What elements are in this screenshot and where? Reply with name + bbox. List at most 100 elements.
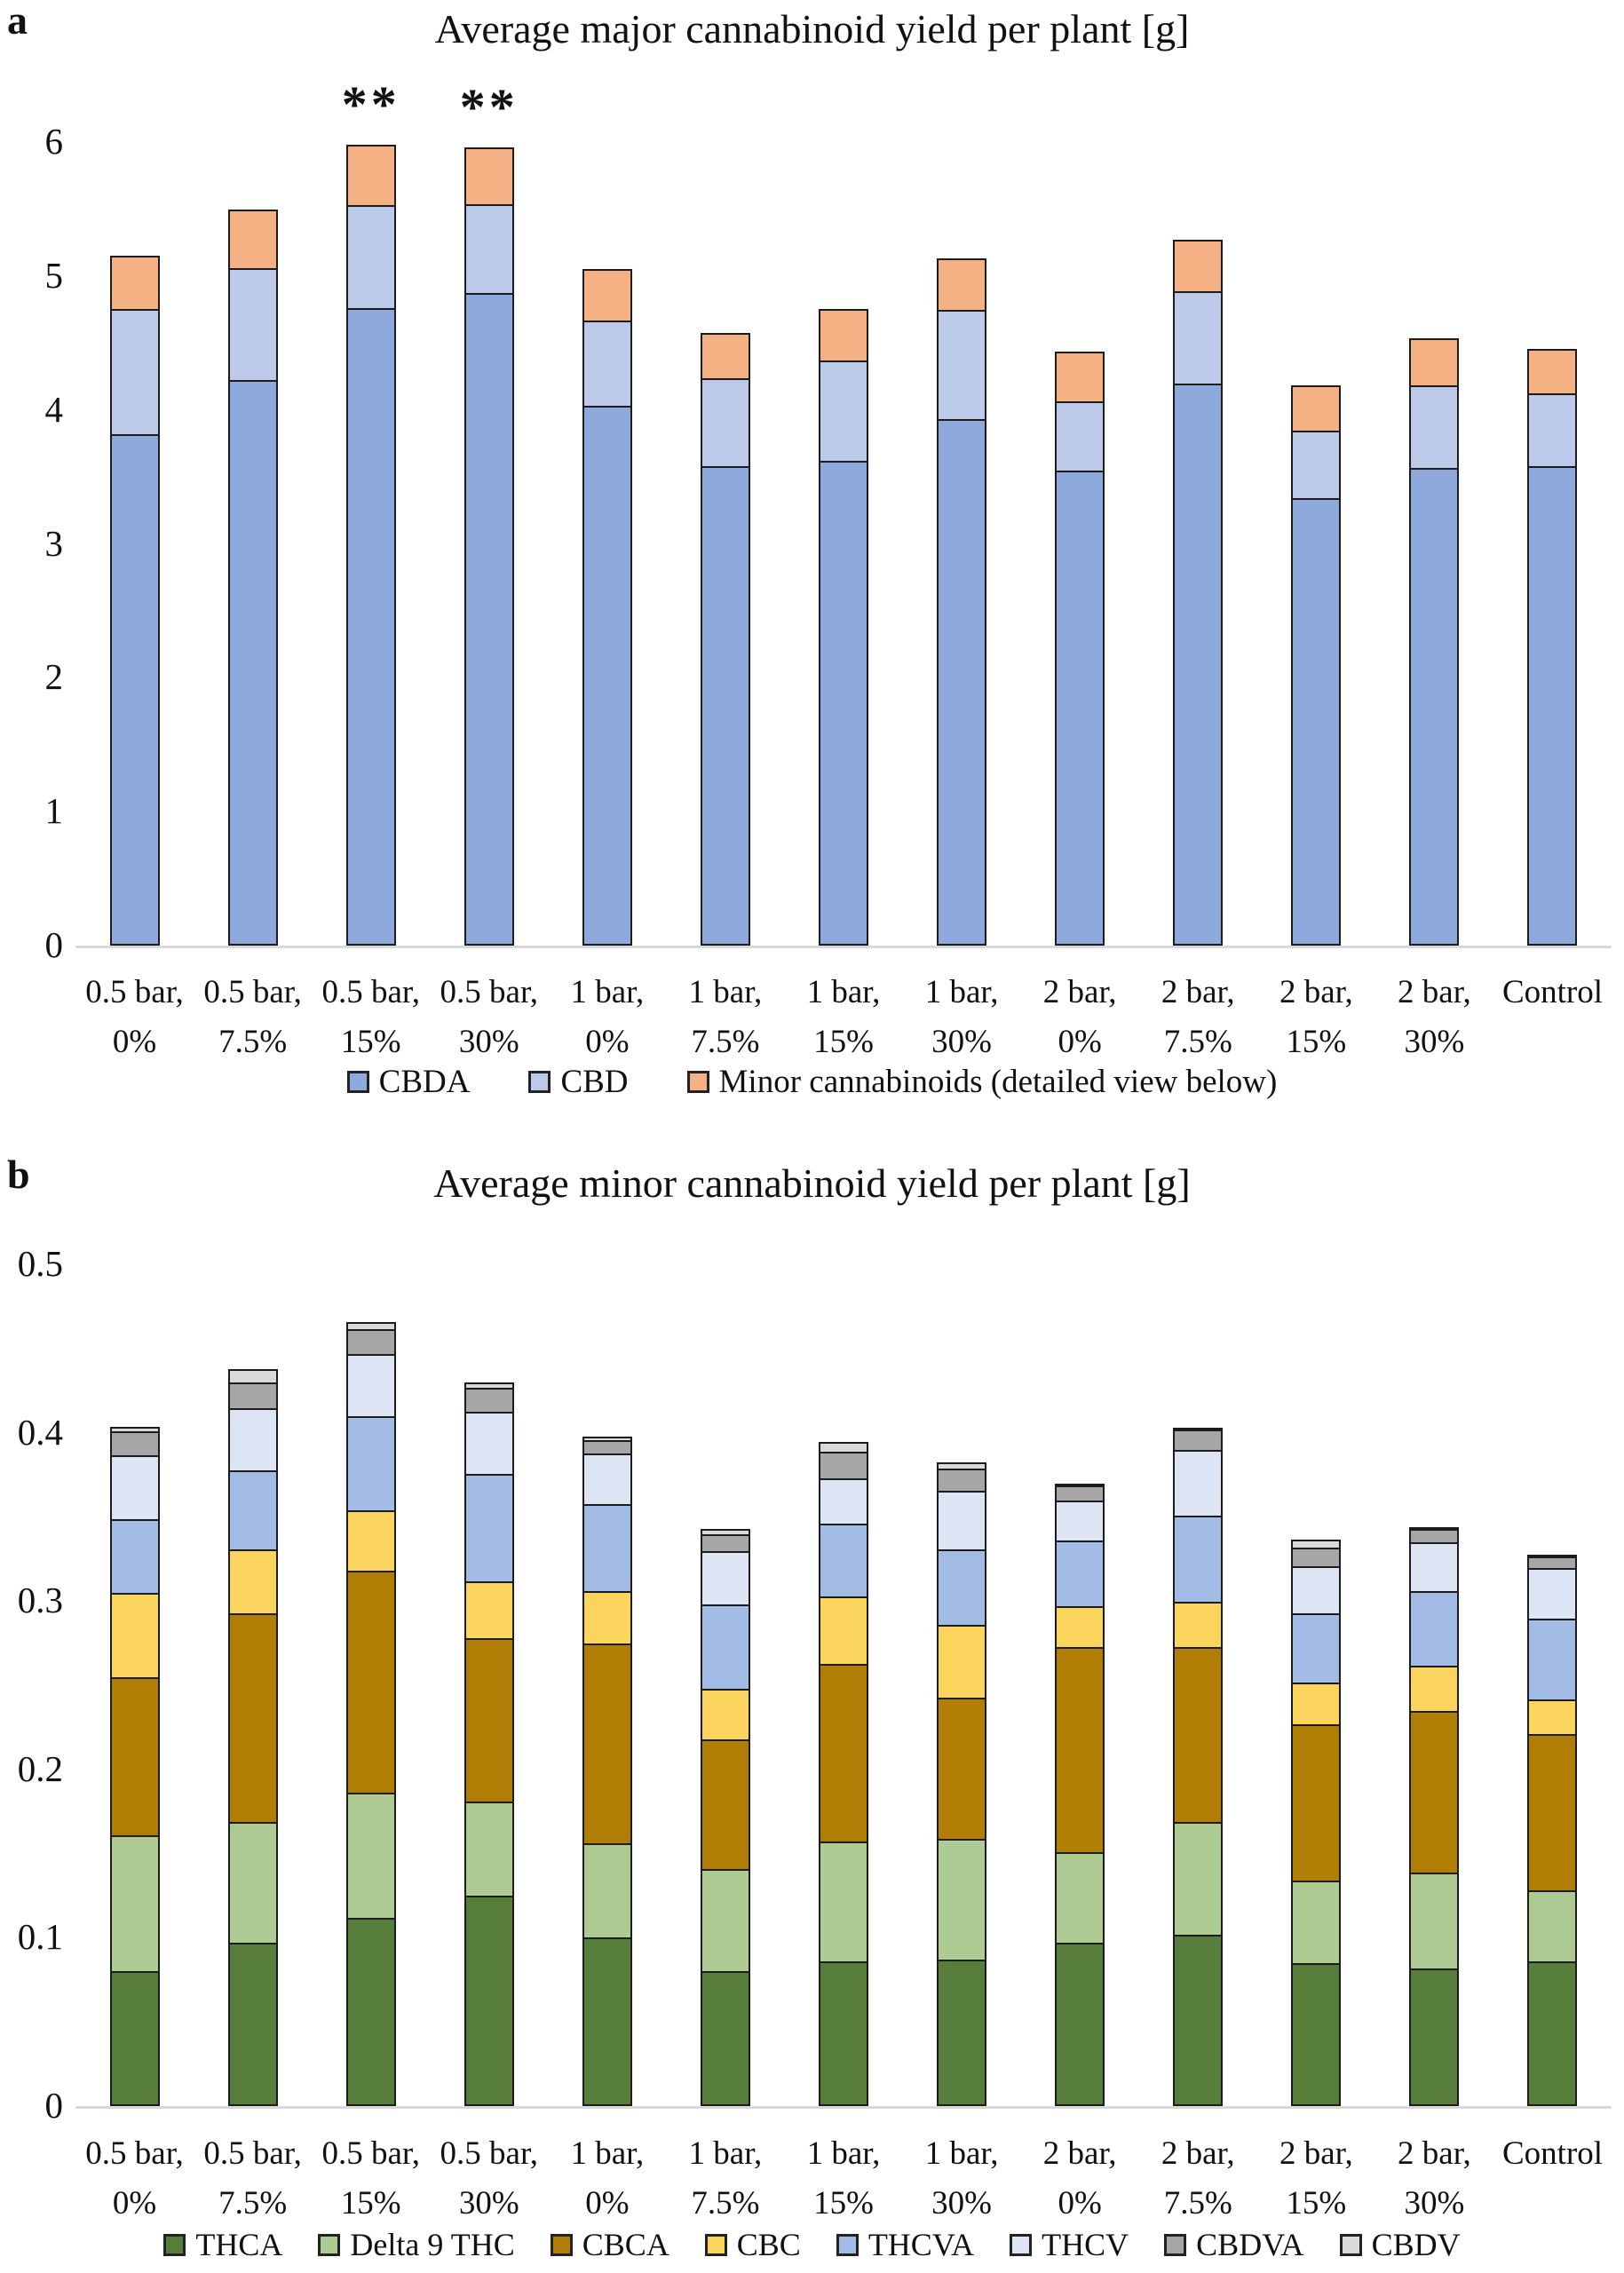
x-axis-label-line: 0% — [112, 1023, 157, 1060]
legend-item-CBC: CBC — [704, 2229, 801, 2261]
bar-segment-THCVA — [463, 1473, 514, 1583]
bar-segment-CBC — [700, 1689, 750, 1741]
bar-segment-THCV — [1055, 1501, 1105, 1543]
panel-label-b: b — [7, 1152, 30, 1197]
legend-item-CBDV: CBDV — [1339, 2229, 1461, 2261]
legend-swatch-CBDA — [346, 1071, 369, 1093]
stacked-bar-2-bar-30- — [1409, 1264, 1460, 2106]
bar-slot — [75, 1264, 194, 2106]
bar-segment-THCVA — [1409, 1591, 1460, 1667]
bar-segment-CBDA — [109, 433, 160, 946]
x-axis-label: 1 bar, 0% — [548, 968, 666, 1066]
bar-segment-THCA — [227, 1943, 278, 2106]
x-axis-label-line: 1 bar, — [570, 2135, 645, 2172]
bar-segment-CBC — [1173, 1601, 1224, 1649]
legend-item-Delta-9-THC: Delta 9 THC — [318, 2229, 515, 2261]
x-axis-label-line: 15% — [813, 1023, 874, 1060]
legend-swatch-CBCA — [550, 2233, 573, 2256]
bar-slot — [548, 1264, 666, 2106]
x-axis-label-line: 0.5 bar, — [85, 974, 184, 1010]
bar-segment-CBD — [700, 377, 750, 469]
bar-segment-THCVA — [582, 1503, 632, 1594]
stacked-bar-1-bar-30- — [937, 1264, 987, 2106]
y-axis-tick: 5 — [44, 254, 64, 296]
x-axis-label-line: 2 bar, — [1161, 2135, 1235, 2172]
x-axis-label-line: 1 bar, — [688, 2135, 763, 2172]
bar-segment-Delta-9-THC — [345, 1793, 396, 1920]
x-axis-label: 1 bar, 7.5% — [666, 968, 784, 1066]
bar-segment-CBD — [1527, 392, 1578, 469]
bar-segment-Minor-cannabinoids-(detailed-view-below) — [1409, 338, 1460, 387]
panel-major-cannabinoids: a Average major cannabinoid yield per pl… — [7, 0, 1612, 1100]
bar-segment-CBD — [345, 205, 396, 311]
stacked-bar-2-bar-0- — [1055, 1264, 1105, 2106]
x-axis-label: 1 bar, 0% — [548, 2129, 666, 2228]
legend-label: CBDA — [378, 1064, 471, 1100]
x-axis-label-line: 2 bar, — [1161, 974, 1235, 1010]
bar-segment-Delta-9-THC — [463, 1801, 514, 1897]
bar-segment-THCV — [582, 1453, 632, 1506]
x-axis-label-line: 0% — [1058, 2184, 1102, 2222]
bar-segment-Delta-9-THC — [1527, 1890, 1578, 1963]
x-axis-label-line: 1 bar, — [806, 974, 881, 1010]
bar-segment-THCA — [937, 1960, 987, 2106]
stacked-bar-2-bar-15- — [1291, 1264, 1342, 2106]
x-axis-label: 0.5 bar, 15% — [312, 968, 430, 1066]
y-axis-tick: 1 — [44, 790, 64, 832]
x-axis-label: 1 bar, 15% — [784, 968, 902, 1066]
legend-swatch-CBDVA — [1164, 2233, 1187, 2256]
x-axis-label-line: 15% — [1286, 2184, 1347, 2222]
bar-segment-THCVA — [227, 1469, 278, 1551]
stacked-bar-1-bar-15- — [819, 142, 868, 946]
x-axis-label-line: 2 bar, — [1042, 2135, 1117, 2172]
bar-segment-Minor-cannabinoids-(detailed-view-below) — [582, 268, 632, 323]
x-axis-label: 1 bar, 30% — [903, 968, 1021, 1066]
bar-segment-CBDA — [819, 460, 868, 946]
x-axis-label-line: 7.5% — [691, 1023, 760, 1060]
bar-slot — [1493, 1264, 1612, 2106]
x-axis-label-line: 15% — [340, 2184, 401, 2222]
bar-segment-CBCA — [1173, 1646, 1224, 1824]
legend-item-CBCA: CBCA — [550, 2229, 669, 2261]
x-axis-label-line: 0.5 bar, — [321, 974, 420, 1010]
x-axis-label-line: 7.5% — [218, 1023, 288, 1060]
bar-segment-THCA — [1291, 1962, 1342, 2106]
x-axis-label: 0.5 bar, 0% — [75, 968, 194, 1066]
legend-swatch-THCV — [1010, 2233, 1033, 2256]
x-axis-label-line: 30% — [458, 2184, 519, 2222]
bar-segment-THCV — [109, 1454, 160, 1521]
bar-segment-CBD — [1291, 430, 1342, 501]
bar-segment-THCV — [1409, 1542, 1460, 1594]
bar-segment-Minor-cannabinoids-(detailed-view-below) — [1527, 349, 1578, 395]
stacked-bar-0.5-bar-30- — [463, 142, 514, 946]
x-axis-label-line: 0.5 bar, — [203, 974, 302, 1010]
x-axis-label-line: 1 bar, — [924, 974, 999, 1010]
bar-slot — [1257, 142, 1375, 946]
bar-segment-CBC — [1409, 1665, 1460, 1713]
bar-segment-THCVA — [937, 1548, 987, 1628]
bar-segment-THCV — [463, 1411, 514, 1476]
bar-slot — [1257, 1264, 1375, 2106]
stacked-bar-0.5-bar-15- — [345, 142, 396, 946]
bar-segment-CBD — [937, 310, 987, 422]
bar-segment-THCVA — [1527, 1618, 1578, 1701]
legend-item-THCA: THCA — [163, 2229, 282, 2261]
bar-segment-THCV — [937, 1490, 987, 1551]
x-axis-label: 1 bar, 15% — [784, 2129, 902, 2228]
y-axis-tick: 4 — [44, 388, 64, 430]
bar-segment-Delta-9-THC — [1055, 1851, 1105, 1945]
bar-segment-CBDVA — [109, 1431, 160, 1457]
bar-slot — [548, 142, 666, 946]
x-axis-label-line: 15% — [340, 1023, 401, 1060]
bar-segment-Minor-cannabinoids-(detailed-view-below) — [109, 255, 160, 311]
bar-segment-Delta-9-THC — [1291, 1881, 1342, 1965]
x-axis-label-line: Control — [1501, 974, 1603, 1010]
bar-slot — [903, 142, 1021, 946]
bar-slot — [1375, 1264, 1493, 2106]
bar-slot — [1375, 142, 1493, 946]
legend-minor: THCA Delta 9 THC CBCA CBC THCVA THCV CBDVA CBDV — [0, 2229, 1624, 2261]
stacked-bar-0.5-bar-7.5- — [227, 1264, 278, 2106]
bar-segment-CBD — [582, 321, 632, 408]
bar-segment-THCA — [700, 1971, 750, 2106]
